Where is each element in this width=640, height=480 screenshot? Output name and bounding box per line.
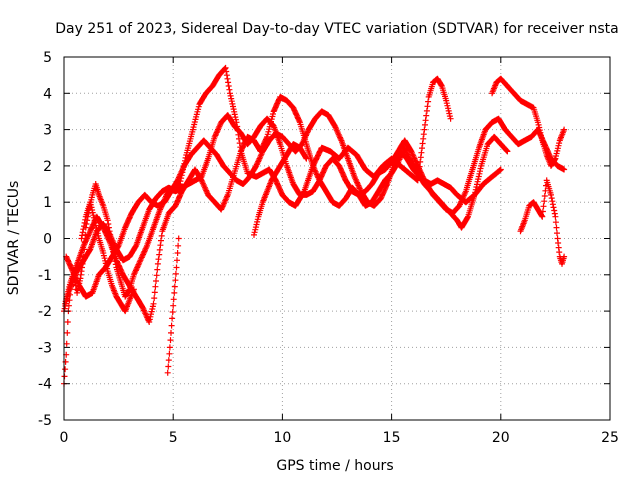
y-tick-label: 2 [43, 159, 52, 175]
y-tick-label: -3 [38, 340, 52, 356]
plus-markers-track-c [62, 93, 511, 325]
series-track-h [164, 235, 182, 376]
y-tick-label: -2 [38, 304, 52, 320]
x-axis-label: GPS time / hours [276, 458, 393, 474]
axis-ticks [63, 56, 611, 421]
plus-markers-track-i [78, 199, 137, 315]
x-tick-label: 15 [383, 430, 401, 446]
series-track-g [251, 141, 310, 238]
plus-markers-track-f [517, 177, 568, 267]
series-track-i [78, 199, 137, 315]
plus-markers-track-e [489, 75, 568, 169]
x-tick-labels: 0 5 10 15 20 25 [60, 430, 619, 446]
x-tick-label: 20 [492, 430, 510, 446]
y-tick-label: 5 [43, 50, 52, 66]
y-tick-label: -1 [38, 268, 52, 284]
y-tick-label: 0 [43, 232, 52, 248]
series-track-f [517, 177, 568, 267]
y-axis-label: SDTVAR / TECUs [6, 181, 22, 296]
y-tick-labels: -5 -4 -3 -2 -1 0 1 2 3 4 5 [38, 50, 52, 429]
plus-markers-track-g [251, 141, 310, 238]
y-tick-label: 3 [43, 123, 52, 139]
y-tick-label: 4 [43, 86, 52, 102]
x-tick-label: 25 [601, 430, 619, 446]
y-tick-label: 1 [43, 195, 52, 211]
series-track-a [61, 64, 454, 387]
chart-title: Day 251 of 2023, Sidereal Day-to-day VTE… [55, 21, 618, 37]
data-points-layer [61, 64, 568, 387]
x-tick-label: 10 [273, 430, 291, 446]
plus-markers-track-a [61, 64, 454, 387]
y-tick-label: -4 [38, 377, 52, 393]
y-tick-label: -5 [38, 413, 52, 429]
series-track-e [489, 75, 568, 169]
x-tick-label: 0 [60, 430, 69, 446]
grid-lines [64, 57, 610, 420]
series-track-c [62, 93, 511, 325]
x-tick-label: 5 [169, 430, 178, 446]
plus-markers-track-h [164, 235, 182, 376]
